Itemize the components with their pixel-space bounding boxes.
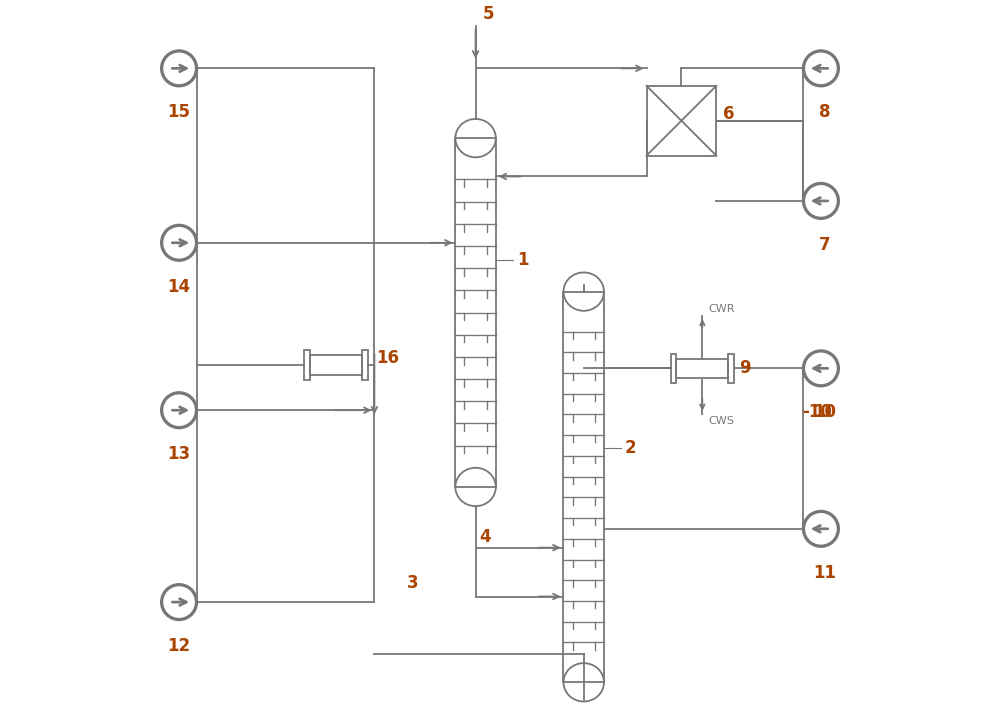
Bar bbox=[676, 359, 728, 378]
Text: -10: -10 bbox=[803, 404, 832, 421]
Text: 9: 9 bbox=[739, 359, 751, 377]
Text: 6: 6 bbox=[723, 105, 735, 123]
Text: CWR: CWR bbox=[708, 304, 734, 314]
Bar bbox=[563, 292, 604, 682]
Text: 8: 8 bbox=[819, 103, 830, 121]
Bar bbox=[304, 350, 310, 379]
Bar bbox=[647, 86, 716, 155]
Bar bbox=[362, 350, 368, 379]
Text: 3: 3 bbox=[407, 573, 418, 592]
Text: 7: 7 bbox=[819, 236, 830, 254]
Text: 14: 14 bbox=[168, 277, 191, 296]
Text: 12: 12 bbox=[168, 637, 191, 655]
Text: 10: 10 bbox=[813, 404, 836, 421]
Text: 13: 13 bbox=[168, 445, 191, 463]
Text: 1: 1 bbox=[517, 251, 528, 270]
Bar bbox=[310, 355, 362, 374]
Text: 4: 4 bbox=[479, 528, 491, 546]
Bar bbox=[728, 354, 734, 383]
Text: 15: 15 bbox=[168, 103, 191, 121]
Text: 11: 11 bbox=[813, 564, 836, 582]
Bar bbox=[671, 354, 676, 383]
Text: CWS: CWS bbox=[708, 416, 734, 426]
Text: 16: 16 bbox=[376, 349, 399, 367]
Bar bbox=[455, 138, 496, 487]
Text: 5: 5 bbox=[483, 5, 494, 23]
Text: 2: 2 bbox=[625, 439, 637, 457]
